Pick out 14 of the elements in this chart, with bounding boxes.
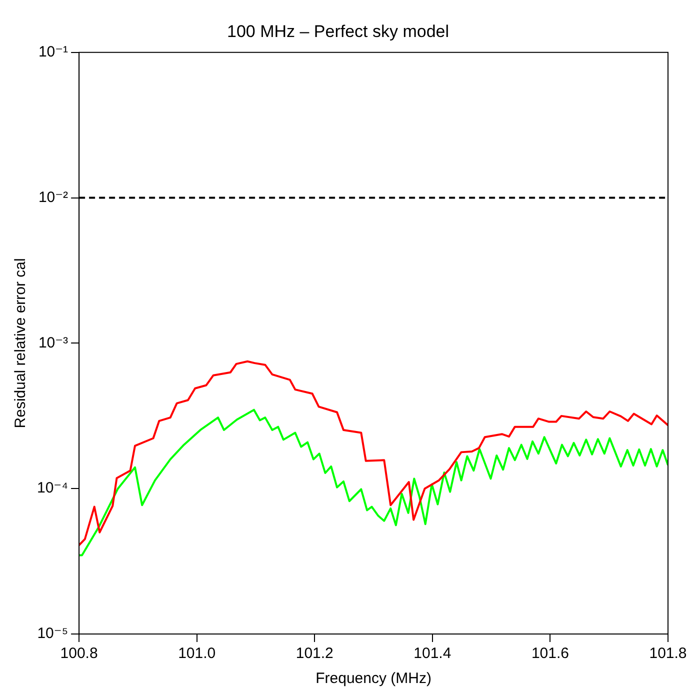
x-tick-label: 101.2 bbox=[296, 645, 334, 662]
y-tick-label: 10⁻⁴ bbox=[36, 480, 68, 497]
y-tick-label: 10⁻² bbox=[38, 188, 68, 206]
y-tick-label: 10⁻³ bbox=[38, 334, 68, 352]
x-tick-label: 101.0 bbox=[178, 645, 216, 662]
x-axis-title: Frequency (MHz) bbox=[316, 670, 432, 688]
chart-title: 100 MHz – Perfect sky model bbox=[226, 22, 450, 41]
x-tick-label: 101.4 bbox=[414, 645, 452, 662]
x-tick-label: 101.8 bbox=[649, 645, 687, 662]
y-tick-label: 10⁻¹ bbox=[38, 44, 68, 61]
x-tick-label: 101.6 bbox=[531, 645, 569, 662]
y-tick-label: 10⁻⁵ bbox=[37, 625, 68, 642]
y-axis-title: Residual relative error cal bbox=[12, 258, 30, 428]
x-tick-label: 100.8 bbox=[60, 645, 98, 662]
